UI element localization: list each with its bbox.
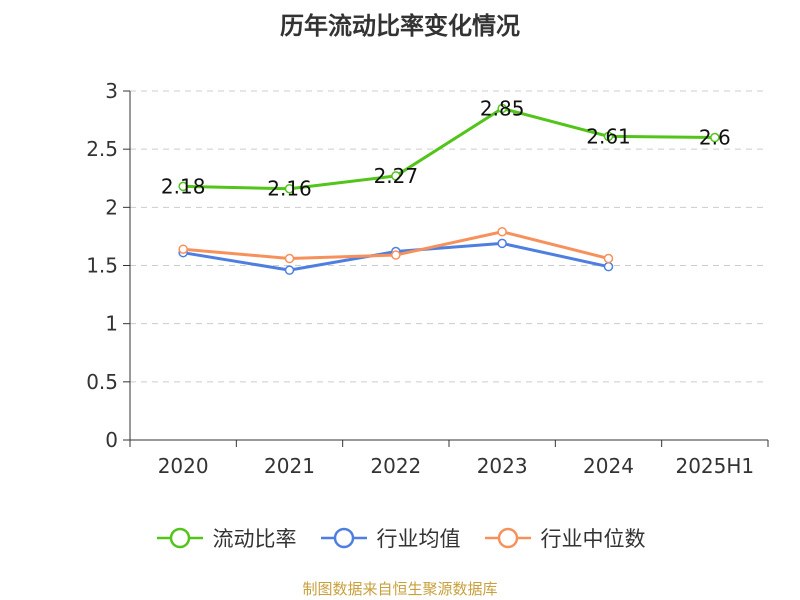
data-label: 2.18 — [161, 174, 206, 198]
data-label: 2.61 — [586, 124, 631, 148]
x-tick-label: 2025H1 — [675, 454, 754, 478]
y-tick-label: 2.5 — [86, 137, 118, 161]
legend-item-1[interactable]: 流动比率 — [155, 523, 297, 553]
data-point — [284, 265, 295, 275]
source-note: 制图数据来自恒生聚源数据库 — [302, 580, 498, 598]
data-point — [391, 171, 401, 181]
y-tick-label: 0.5 — [86, 370, 118, 394]
data-label: 2.85 — [480, 96, 525, 120]
data-point — [391, 250, 401, 260]
data-point — [497, 103, 507, 114]
series-line-1 — [183, 106, 715, 191]
x-tick-label: 2023 — [477, 454, 528, 478]
data-point — [603, 261, 614, 272]
data-label: 2.16 — [267, 177, 312, 201]
legend-label: 流动比率 — [212, 527, 297, 551]
data-point — [284, 183, 295, 194]
data-point — [497, 238, 507, 249]
chart-title: 历年流动比率变化情况 — [280, 12, 520, 40]
y-tick-label: 1.5 — [86, 254, 118, 278]
x-tick-label: 2021 — [264, 454, 315, 478]
y-tick-label: 3 — [105, 79, 118, 103]
legend-symbol-icon — [156, 527, 203, 549]
legend-item-2[interactable]: 行业均值 — [319, 523, 461, 553]
data-point — [178, 244, 188, 254]
data-point — [710, 132, 720, 143]
legend-label: 行业均值 — [376, 527, 461, 551]
data-label: 2.27 — [374, 164, 419, 188]
legend: 流动比率 行业均值 行业中位数 — [0, 518, 800, 558]
data-point — [178, 181, 188, 192]
legend-label: 行业中位数 — [540, 527, 646, 551]
x-tick-label: 2022 — [370, 454, 421, 478]
data-label: 2.6 — [699, 126, 731, 150]
data-point — [497, 227, 507, 237]
y-tick-label: 0 — [105, 428, 118, 452]
y-tick-label: 2 — [105, 195, 118, 219]
data-point — [284, 253, 295, 264]
x-tick-label: 2024 — [583, 454, 634, 478]
legend-symbol-icon — [484, 527, 531, 549]
legend-item-3[interactable]: 行业中位数 — [483, 523, 646, 553]
x-tick-label: 2020 — [158, 454, 209, 478]
data-point — [603, 253, 614, 264]
y-tick-label: 1 — [105, 312, 118, 336]
data-point — [603, 131, 614, 142]
legend-symbol-icon — [320, 527, 367, 549]
